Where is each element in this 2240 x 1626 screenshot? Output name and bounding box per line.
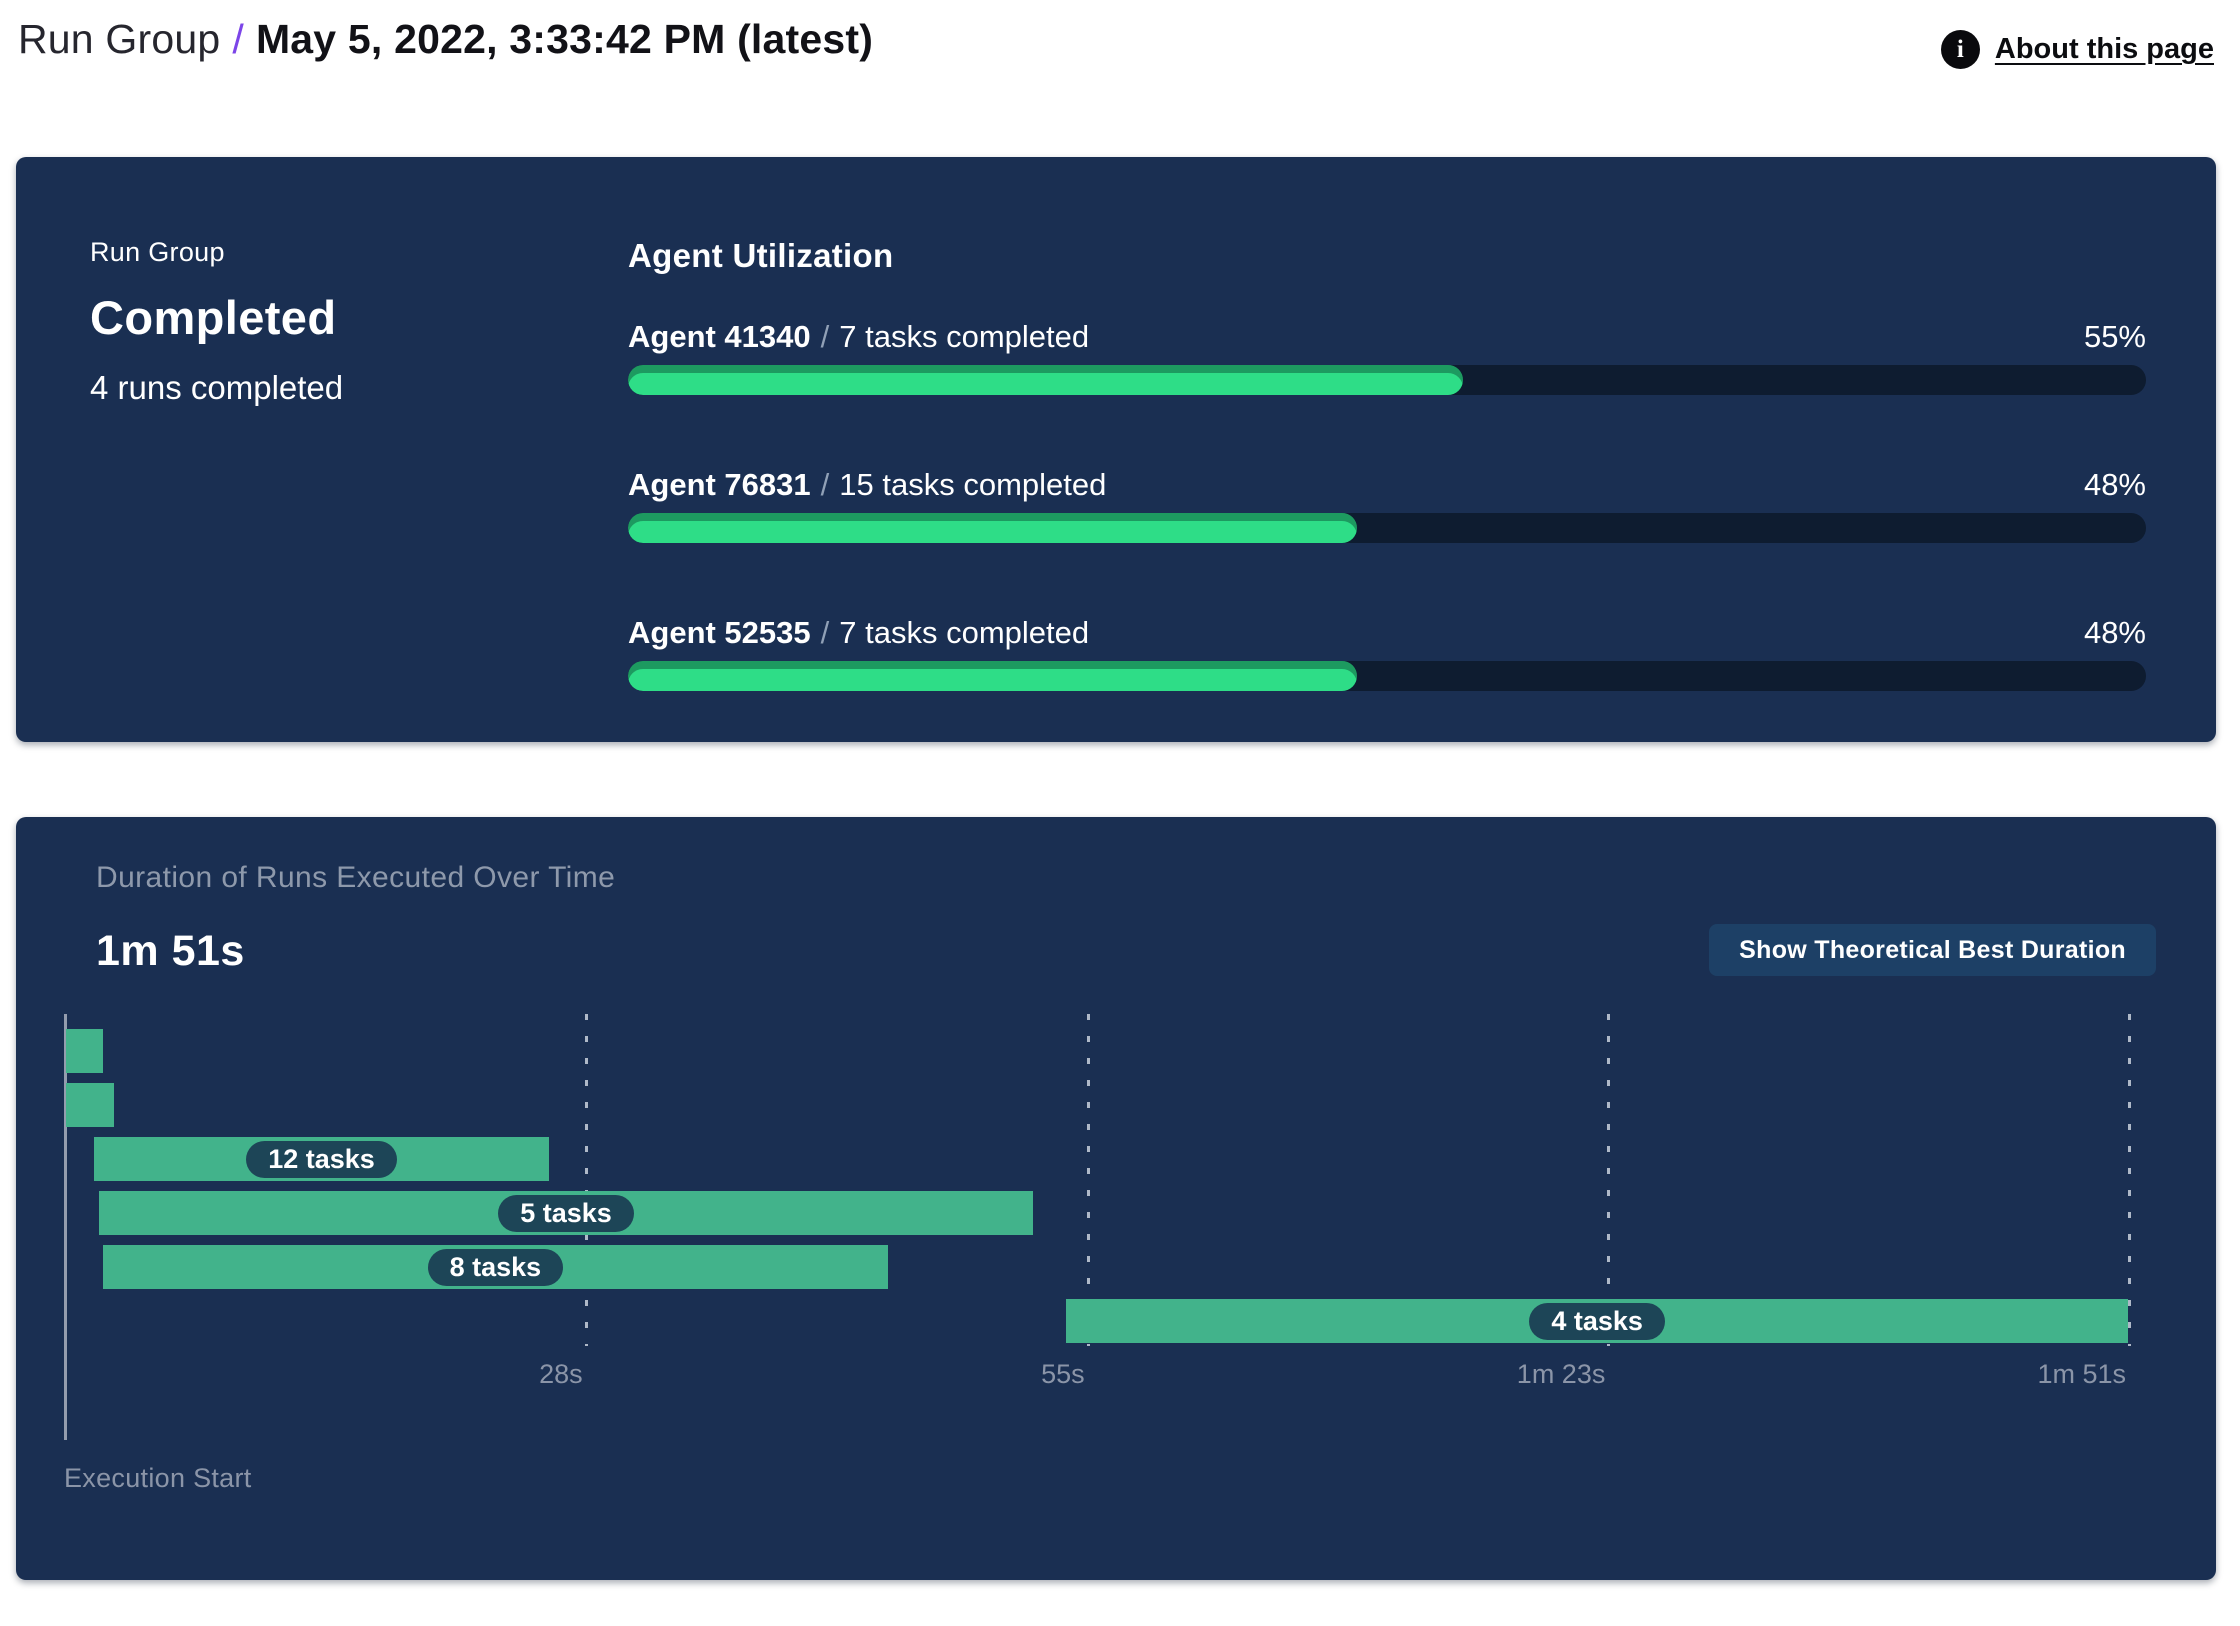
show-theoretical-best-duration-button[interactable]: Show Theoretical Best Duration [1709, 924, 2156, 976]
duration-subtitle: Duration of Runs Executed Over Time [96, 861, 616, 894]
breadcrumb: Run Group / May 5, 2022, 3:33:42 PM (lates… [18, 14, 873, 65]
utilization-fill [628, 513, 1357, 543]
breadcrumb-run-group[interactable]: Run Group [18, 16, 221, 62]
agent-label-line: Agent 41340 / 7 tasks completed 55% [628, 319, 2146, 355]
agent-tasks: 15 tasks completed [839, 467, 1107, 502]
utilization-track [628, 365, 2146, 395]
total-duration: 1m 51s [96, 927, 245, 975]
utilization-track [628, 513, 2146, 543]
run-group-label: Run Group [90, 237, 225, 267]
agent-utilization-section: Agent Utilization Agent 41340 / 7 tasks co… [628, 237, 2146, 763]
duration-titles: Duration of Runs Executed Over Time 1m 5… [96, 861, 615, 976]
task-count-pill: 8 tasks [427, 1248, 564, 1286]
agent-percent: 55% [2083, 319, 2146, 354]
duration-panel-header: Duration of Runs Executed Over Time 1m 5… [64, 861, 2156, 976]
run-group-status-block: Run Group Completed 4 runs completed [90, 237, 628, 763]
gantt-axis-labels: 28s 55s 1m 23s 1m 51s [64, 1359, 2128, 1393]
run-duration-bar: 4 tasks [1066, 1299, 2128, 1343]
agent-label-line: Agent 52535 / 7 tasks completed 48% [628, 615, 2146, 651]
info-icon: i [1940, 30, 1980, 69]
run-group-summary: 4 runs completed [90, 369, 344, 406]
execution-start-caption: Execution Start [64, 1463, 252, 1493]
agent-name: Agent 76831 [628, 467, 811, 502]
agent-utilization-rows: Agent 41340 / 7 tasks completed 55% Agent … [628, 319, 2146, 691]
task-count-pill: 5 tasks [498, 1194, 634, 1232]
about-this-page[interactable]: i About this page [1940, 30, 2214, 69]
axis-tick-label: 28s [539, 1359, 583, 1389]
gantt-row: 4 tasks [64, 1299, 2128, 1343]
gantt-row: 8 tasks [64, 1245, 2128, 1289]
execution-start-axis-line [64, 1014, 67, 1440]
agent-label: Agent 52535 / 7 tasks completed [628, 615, 1089, 651]
axis-tick-label: 1m 23s [1516, 1359, 1606, 1389]
utilization-fill [628, 365, 1463, 395]
agent-separator: / [820, 615, 830, 650]
about-this-page-link[interactable]: About this page [1994, 33, 2214, 65]
agent-utilization-row: Agent 41340 / 7 tasks completed 55% [628, 319, 2146, 395]
agent-separator: / [820, 319, 830, 354]
utilization-track [628, 661, 2146, 691]
agent-label: Agent 76831 / 15 tasks completed [628, 467, 1106, 503]
gantt-rows: 12 tasks 5 tasks 8 tasks 4 tasks [64, 1014, 2128, 1343]
run-duration-bar: 5 tasks [99, 1191, 1033, 1235]
agent-percent: 48% [2083, 615, 2146, 650]
page-header: Run Group / May 5, 2022, 3:33:42 PM (lates… [0, 0, 2240, 69]
task-count-pill: 4 tasks [1529, 1302, 1665, 1340]
breadcrumb-separator: / [232, 16, 244, 62]
utilization-fill [628, 661, 1357, 691]
duration-panel: Duration of Runs Executed Over Time 1m 5… [16, 817, 2216, 1580]
agent-utilization-row: Agent 76831 / 15 tasks completed 48% [628, 467, 2146, 543]
gantt-chart: 12 tasks 5 tasks 8 tasks 4 tasks 28s 55s 1m 2… [64, 1014, 2131, 1494]
gridline [2128, 1014, 2131, 1346]
run-group-status: Completed [90, 291, 337, 344]
agent-utilization-title: Agent Utilization [628, 237, 894, 274]
axis-tick-label: 1m 51s [2037, 1359, 2126, 1389]
run-duration-bar [65, 1029, 104, 1073]
axis-tick-label: 55s [1041, 1359, 1085, 1389]
agent-name: Agent 52535 [628, 615, 811, 650]
agent-separator: / [820, 467, 830, 502]
run-duration-bar: 8 tasks [103, 1245, 888, 1289]
gantt-row [64, 1083, 2128, 1127]
gantt-row: 12 tasks [64, 1137, 2128, 1181]
agent-tasks: 7 tasks completed [839, 615, 1090, 650]
agent-label-line: Agent 76831 / 15 tasks completed 48% [628, 467, 2146, 503]
task-count-pill: 12 tasks [246, 1140, 397, 1178]
page-title: May 5, 2022, 3:33:42 PM (latest) [255, 16, 874, 62]
gantt-row [64, 1029, 2128, 1073]
agent-tasks: 7 tasks completed [839, 319, 1090, 354]
run-group-panel: Run Group Completed 4 runs completed Age… [16, 157, 2216, 742]
run-duration-bar: 12 tasks [93, 1137, 550, 1181]
agent-utilization-row: Agent 52535 / 7 tasks completed 48% [628, 615, 2146, 691]
gantt-row: 5 tasks [64, 1191, 2128, 1235]
run-duration-bar [65, 1083, 115, 1127]
agent-percent: 48% [2083, 467, 2146, 502]
agent-label: Agent 41340 / 7 tasks completed [628, 319, 1089, 355]
agent-name: Agent 41340 [628, 319, 811, 354]
